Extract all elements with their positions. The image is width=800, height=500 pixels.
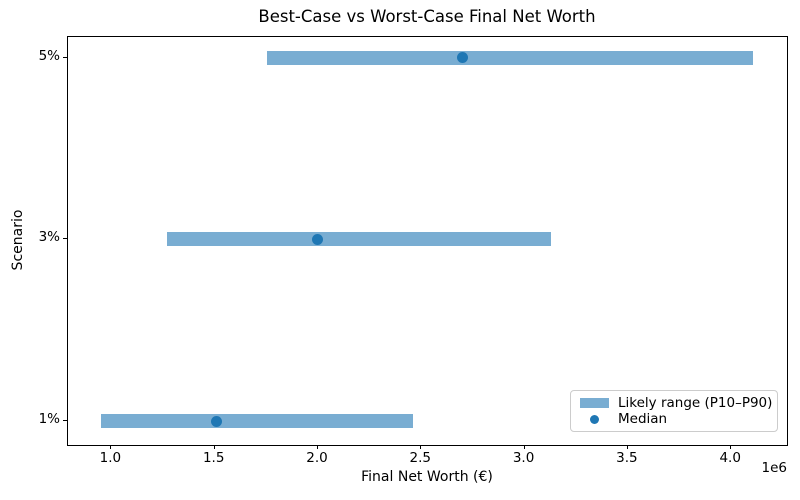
x-tick-mark — [316, 445, 318, 449]
legend-entry-median: Median — [580, 411, 769, 427]
x-tick-mark — [213, 445, 215, 449]
legend-label-range: Likely range (P10–P90) — [618, 395, 773, 411]
range-bar — [267, 50, 753, 65]
x-tick-mark — [730, 445, 732, 449]
x-tick-label: 4.0 — [719, 450, 741, 466]
x-tick-mark — [420, 445, 422, 449]
y-tick-label: 5% — [38, 47, 60, 64]
median-dot-swatch — [590, 414, 599, 424]
x-tick-mark — [110, 445, 112, 449]
median-dot — [211, 415, 223, 427]
legend-entry-range: Likely range (P10–P90) — [580, 395, 773, 411]
y-tick-mark — [63, 420, 67, 422]
x-tick-mark — [523, 445, 525, 449]
x-tick-label: 3.5 — [616, 450, 638, 466]
median-dot — [457, 52, 469, 64]
y-tick-mark — [63, 238, 67, 240]
x-axis-scale-offset: 1e6 — [761, 460, 787, 476]
x-tick-label: 2.5 — [409, 450, 432, 466]
x-tick-label: 1.5 — [202, 450, 225, 466]
y-tick-label: 1% — [38, 411, 60, 428]
y-tick-mark — [63, 56, 67, 58]
x-tick-label: 3.0 — [512, 450, 535, 466]
chart-title: Best-Case vs Worst-Case Final Net Worth — [258, 7, 596, 26]
x-axis-label: Final Net Worth (€) — [361, 469, 493, 485]
x-tick-mark — [626, 445, 628, 449]
x-tick-label: 2.0 — [306, 450, 328, 466]
range-bar — [101, 414, 414, 429]
range-bar-swatch — [580, 398, 609, 408]
plot-area — [67, 36, 788, 446]
median-dot — [312, 233, 324, 245]
range-bar — [167, 232, 552, 247]
legend-label-median: Median — [618, 411, 668, 427]
median-marker-slot — [580, 414, 609, 424]
legend: Likely range (P10–P90) Median — [570, 390, 778, 432]
y-tick-label: 3% — [38, 229, 60, 246]
x-tick-label: 1.0 — [99, 450, 122, 466]
